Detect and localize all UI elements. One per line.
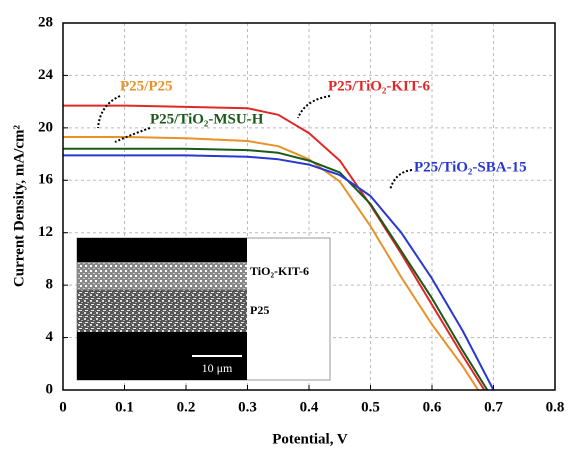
x-tick-label: 0.8 bbox=[546, 399, 565, 415]
arrow bbox=[389, 169, 413, 191]
y-tick-label: 8 bbox=[46, 277, 54, 293]
series-label: P25/P25 bbox=[120, 78, 173, 94]
arrow bbox=[114, 127, 151, 143]
inset-label: P25 bbox=[250, 303, 269, 317]
x-tick-label: 0 bbox=[59, 399, 67, 415]
series-label: P25/TiO₂-KIT-6 bbox=[328, 78, 431, 94]
series-line bbox=[63, 104, 486, 391]
inset-layer-top bbox=[77, 262, 247, 290]
series-label: P25/TiO₂-SBA-15 bbox=[414, 159, 527, 175]
y-tick-label: 0 bbox=[46, 381, 54, 397]
arrow bbox=[97, 95, 121, 129]
y-tick-label: 20 bbox=[38, 119, 53, 135]
arrows bbox=[97, 95, 413, 191]
series-label: P25/TiO₂-MSU-H bbox=[150, 111, 264, 127]
scale-label: 10 μm bbox=[202, 361, 233, 375]
lines bbox=[63, 104, 495, 391]
x-tick-label: 0.5 bbox=[361, 399, 380, 415]
y-tick-label: 12 bbox=[38, 224, 53, 240]
inset: TiO₂-KIT-6 P25 10 μm bbox=[76, 237, 331, 381]
y-tick-label: 28 bbox=[38, 14, 53, 30]
series-line bbox=[63, 154, 495, 391]
x-axis-label: Potential, V bbox=[272, 431, 348, 447]
series-line bbox=[63, 147, 489, 391]
x-tick-label: 0.3 bbox=[238, 399, 257, 415]
x-tick-label: 0.4 bbox=[300, 399, 319, 415]
y-tick-label: 24 bbox=[38, 67, 54, 83]
x-tick-label: 0.7 bbox=[484, 399, 503, 415]
x-tick-label: 0.2 bbox=[177, 399, 196, 415]
x-tick-label: 0.1 bbox=[115, 399, 134, 415]
inset-label: TiO₂-KIT-6 bbox=[250, 264, 309, 278]
y-tick-label: 16 bbox=[38, 172, 54, 188]
y-axis-label: Current Density, mA/cm² bbox=[11, 124, 27, 287]
arrow bbox=[297, 95, 331, 119]
inset-layer-bottom bbox=[77, 290, 247, 332]
y-tick-label: 4 bbox=[46, 329, 54, 345]
x-tick-label: 0.6 bbox=[423, 399, 442, 415]
